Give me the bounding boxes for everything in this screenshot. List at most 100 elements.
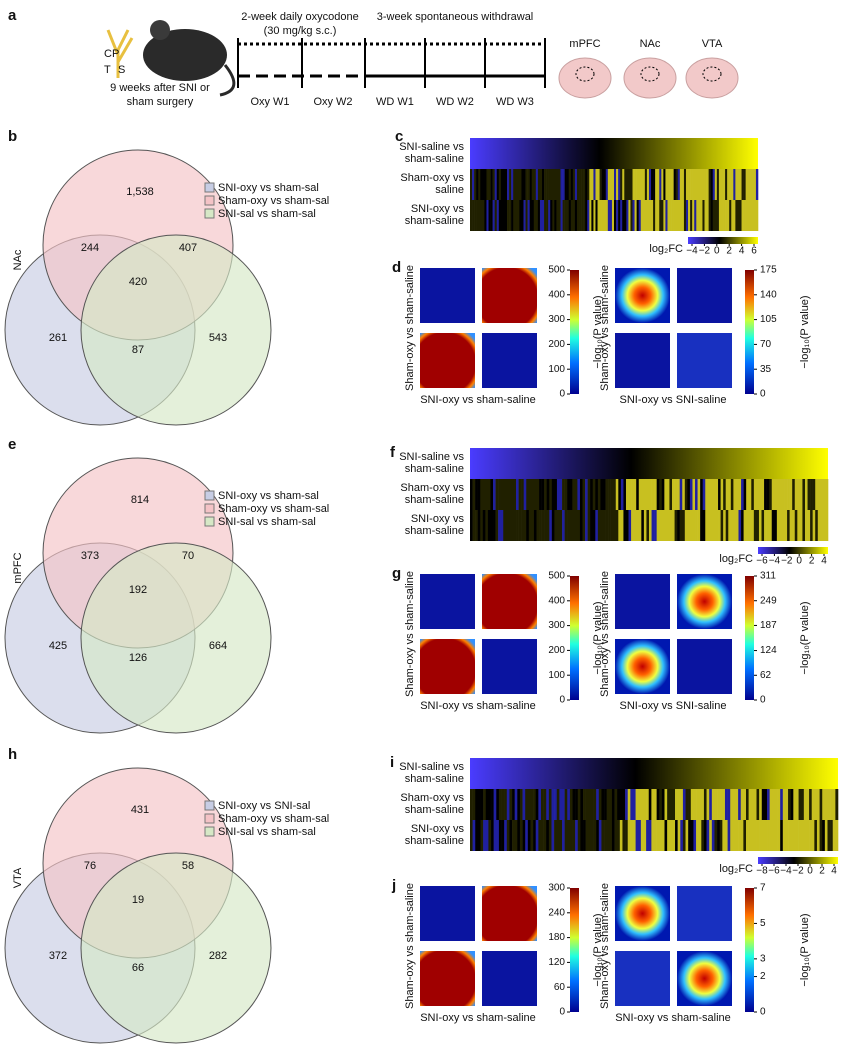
venn-count: 1,538 xyxy=(126,186,154,198)
heatmap-stripe xyxy=(729,169,732,200)
colorbar-tick-label: 400 xyxy=(548,595,565,606)
heatmap-stripe xyxy=(756,789,760,820)
colorbar-tick-label: 249 xyxy=(760,595,777,606)
heatmap-stripe xyxy=(605,200,609,231)
heatmap-stripe xyxy=(500,510,504,541)
heatmap-stripe xyxy=(769,479,773,510)
colorbar-tick-label: 3 xyxy=(760,953,766,964)
heatmap-stripe xyxy=(671,169,674,200)
heatmap-stripe xyxy=(614,789,618,820)
heatmap-stripe xyxy=(731,169,734,200)
heatmap-stripe xyxy=(776,510,780,541)
heatmap-stripe xyxy=(635,789,639,820)
heatmap-stripe xyxy=(614,169,617,200)
heatmap-stripe xyxy=(601,169,605,200)
heatmap-stripe xyxy=(583,820,586,851)
heatmap-stripe xyxy=(575,789,579,820)
heatmap-stripe xyxy=(711,789,715,820)
heatmap-stripe xyxy=(625,789,629,820)
heatmap-stripe xyxy=(575,820,579,851)
venn-circle xyxy=(80,542,272,734)
heatmap-stripe xyxy=(715,479,719,510)
venn-circle xyxy=(80,234,272,426)
heatmap-stripe xyxy=(577,789,581,820)
heatmap-stripe xyxy=(475,510,478,541)
heatmap-stripe xyxy=(715,510,719,541)
heatmap-stripe xyxy=(638,510,642,541)
heatmap-stripe xyxy=(548,200,551,231)
heatmap-stripe xyxy=(616,200,619,231)
heatmap-stripe xyxy=(667,789,671,820)
heatmap-stripe xyxy=(559,479,563,510)
heatmap-stripe xyxy=(830,820,834,851)
heatmap-stripe xyxy=(682,479,686,510)
heatmap-stripe xyxy=(606,789,610,820)
heatmap-stripe xyxy=(656,789,660,820)
heatmap-stripe xyxy=(505,479,509,510)
heatmap-stripe xyxy=(511,169,514,200)
region-name: mPFC xyxy=(12,552,24,583)
rrho-map xyxy=(420,951,475,1006)
heatmap-stripe xyxy=(533,510,537,541)
heatmap-stripe xyxy=(727,789,731,820)
heatmap-stripe xyxy=(546,169,549,200)
heatmap-stripe xyxy=(587,510,591,541)
heatmap-stripe xyxy=(749,200,753,231)
heatmap-stripe xyxy=(675,789,678,820)
heatmap-stripe xyxy=(832,820,836,851)
heatmap-stripe xyxy=(494,200,498,231)
heatmap-stripe xyxy=(610,479,614,510)
heatmap-stripe xyxy=(485,820,489,851)
heatmap-stripe xyxy=(686,169,689,200)
heatmap-stripe xyxy=(480,789,484,820)
heatmap-stripe xyxy=(659,169,662,200)
heatmap-stripe xyxy=(725,169,728,200)
heatmap-stripe xyxy=(674,479,678,510)
heatmap-stripe xyxy=(793,820,797,851)
heatmap-stripe xyxy=(597,169,600,200)
heatmap-stripe xyxy=(550,200,553,231)
heatmap-stripe xyxy=(595,510,599,541)
heatmap-stripe xyxy=(755,200,759,231)
heatmap-stripe xyxy=(505,510,509,541)
heatmap-stripe xyxy=(735,510,739,541)
heatmap-stripe xyxy=(596,789,600,820)
colorbar-tick-label: 100 xyxy=(548,670,565,681)
heatmap-stripe xyxy=(684,510,688,541)
heatmap-stripe xyxy=(590,820,594,851)
colorbar-tick-label: 5 xyxy=(760,918,766,929)
heatmap-stripe xyxy=(718,200,722,231)
heatmap-stripe xyxy=(510,510,514,541)
heatmap-stripe xyxy=(538,820,542,851)
heatmap-stripe xyxy=(630,820,634,851)
axis-label: SNI-oxy vs sham-saline xyxy=(420,394,536,406)
heatmap-stripe xyxy=(567,510,571,541)
heatmap-stripe xyxy=(718,169,722,200)
heatmap-stripe xyxy=(496,820,500,851)
axis-label: Sham-oxy vs sham-saline xyxy=(404,265,416,391)
heatmap-stripe xyxy=(667,820,671,851)
heatmap-stripe xyxy=(572,789,576,820)
rrho-map xyxy=(420,268,475,323)
heatmap-stripe xyxy=(707,479,711,510)
venn-count: 87 xyxy=(132,344,144,356)
heatmap-stripe xyxy=(690,789,694,820)
heatmap-stripe xyxy=(502,200,506,231)
heatmap-stripe xyxy=(582,510,586,541)
heatmap-stripe xyxy=(610,510,614,541)
heatmap-stripe xyxy=(804,479,808,510)
venn-count: 814 xyxy=(131,494,149,506)
heatmap-stripe xyxy=(622,789,626,820)
heatmap-stripe xyxy=(620,169,623,200)
heatmap-stripe xyxy=(591,169,594,200)
heatmap-stripe xyxy=(567,479,571,510)
colorbar-tick-label: 105 xyxy=(760,314,777,325)
heatmap-stripe xyxy=(727,200,730,231)
panel-label: g xyxy=(392,565,401,582)
heatmap-row-label: sham-saline xyxy=(405,215,464,227)
heatmap-stripe xyxy=(688,200,691,231)
heatmap-stripe xyxy=(574,479,578,510)
heatmap-stripe xyxy=(490,169,493,200)
rrho-map xyxy=(420,886,475,941)
heatmap-stripe xyxy=(696,820,699,851)
